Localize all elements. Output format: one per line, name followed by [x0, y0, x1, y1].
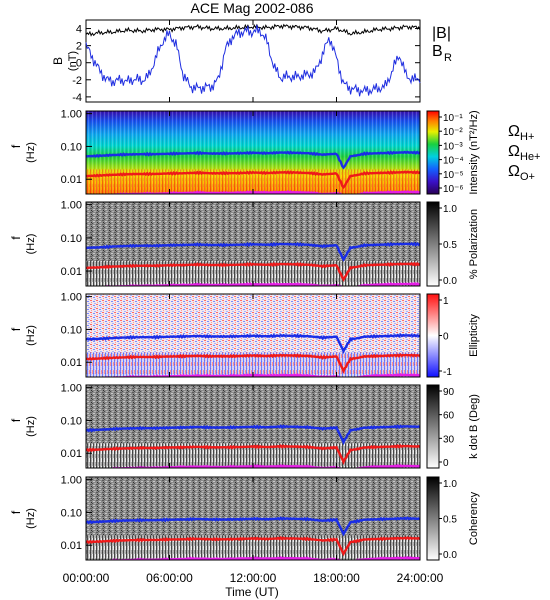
colorbar	[426, 201, 440, 287]
colorbar-tick-label: 0.0	[443, 276, 457, 287]
colorbar-tick-label: 1	[443, 296, 449, 307]
x-tick-label: 24:00:00	[397, 571, 444, 585]
panel-ellipticity: 1.00 0.10 0.01 f (Hz) 1 0 -1 Ellipticity	[9, 292, 480, 378]
y-tick-label: 1.00	[61, 200, 82, 212]
legend-gyro-1: Ω	[508, 143, 520, 160]
legend-gyro-subscript-0: H+	[520, 131, 534, 143]
colorbar-tick-label: 1.0	[443, 479, 457, 490]
colorbar-tick-label: 0.5	[443, 515, 457, 526]
x-tick-label: 00:00:00	[63, 571, 110, 585]
gyro-h-line	[86, 150, 420, 170]
y-tick-label: -4	[72, 92, 82, 104]
legend-gyro-0: Ω	[508, 123, 520, 140]
x-tick-label: 18:00:00	[313, 571, 360, 585]
colorbar-tick-label: 60	[443, 411, 455, 422]
y-tick-label: 0.01	[61, 448, 82, 460]
colorbar-tick-label: -1	[443, 367, 452, 378]
gyro-he-line	[86, 170, 420, 190]
y-axis-title: f	[9, 510, 23, 514]
y-axis-title: f	[9, 418, 23, 422]
colorbar-tick-label: 10⁻⁵	[443, 170, 464, 181]
colorbar	[426, 293, 440, 378]
colorbar-tick-label: 90	[443, 387, 455, 398]
y-tick-label: 0.10	[61, 507, 82, 519]
panel-polarization: 1.00 0.10 0.01 f (Hz) 1.0 0.5 0.0 % Polarization	[9, 200, 480, 287]
panel-b-field: 420-2-4B (nT)|B|B R	[51, 19, 452, 104]
y-axis-title: f	[9, 327, 23, 331]
series-bmag-line	[85, 23, 421, 37]
y-axis-unit: (Hz)	[25, 508, 37, 529]
legend-gyro-2: Ω	[508, 163, 520, 180]
colorbar-tick-label: 0.0	[443, 550, 457, 561]
y-axis-title: f	[9, 144, 23, 148]
x-tick-label: 12:00:00	[230, 571, 277, 585]
colorbar	[426, 384, 440, 469]
colorbar	[426, 476, 440, 561]
y-tick-label: 2	[76, 41, 82, 53]
y-tick-label: 1.00	[61, 383, 82, 395]
colorbar-tick-label: 1.0	[443, 204, 457, 215]
colorbar-tick-label: 10⁻¹	[443, 113, 463, 124]
y-tick-label: 0.01	[61, 540, 82, 552]
panel-coherency: 1.00 0.10 0.01 f (Hz) 1.0 0.5 0.0 Coherency	[9, 475, 480, 561]
y-tick-label: 1.00	[61, 292, 82, 304]
gyro-he-line	[86, 261, 420, 282]
y-tick-label: 0.01	[61, 357, 82, 369]
x-axis-title: Time (UT)	[225, 585, 279, 599]
y-tick-label: 4	[76, 24, 82, 36]
y-tick-label: 0.01	[61, 266, 82, 278]
legend-gyro-subscript-2: O+	[520, 171, 535, 183]
x-axis: Time (UT) 00:00:00 06:00:00 12:00:00 18:00:…	[63, 571, 444, 599]
y-axis-unit: (Hz)	[25, 142, 37, 163]
y-tick-label: 1.00	[61, 475, 82, 487]
colorbar-tick-label: 10⁻⁴	[443, 156, 464, 167]
gyro-he-line	[86, 353, 420, 374]
colorbar	[426, 110, 440, 195]
legend-br: B	[432, 43, 443, 60]
legend-bmag: |B|	[432, 25, 451, 42]
gyro-h-line	[86, 241, 420, 262]
y-tick-label: 0.10	[61, 324, 82, 336]
y-tick-label: 0.10	[61, 415, 82, 427]
panel-intensity: 1.00 0.10 0.01 f (Hz) 10⁻¹ 10⁻² 10⁻³ 10⁻⁴ 10⁻⁵ 10⁻…	[9, 109, 541, 195]
y-axis-title: B	[51, 57, 65, 65]
legend-br-subscript: R	[444, 52, 452, 64]
y-tick-label: 0	[76, 58, 82, 70]
x-tick-label: 06:00:00	[146, 571, 193, 585]
y-axis-title: f	[9, 236, 23, 240]
panel-kdotb: 1.00 0.10 0.01 f (Hz) 90 60 30 0 k dot B (Deg)	[9, 383, 480, 469]
gyro-h-line	[86, 333, 420, 355]
colorbar-tick-label: 30	[443, 434, 455, 445]
y-tick-label: -2	[72, 75, 82, 87]
y-tick-label: 0.10	[61, 141, 82, 153]
y-axis-unit: (Hz)	[25, 234, 37, 255]
colorbar-tick-label: 0	[443, 458, 449, 469]
gyro-he-line	[86, 536, 420, 557]
y-axis-unit: (Hz)	[25, 325, 37, 346]
colorbar-tick-label: 10⁻⁶	[443, 184, 464, 195]
colorbar-title: Ellipticity	[468, 314, 480, 357]
gyro-h-line	[86, 424, 420, 446]
colorbar-tick-label: 10⁻³	[443, 141, 463, 152]
y-axis-unit: (Hz)	[25, 416, 37, 437]
legend-gyro-subscript-1: He+	[520, 151, 541, 163]
y-tick-label: 0.10	[61, 233, 82, 245]
y-tick-label: 0.01	[61, 174, 82, 186]
gyro-he-line	[86, 444, 420, 465]
colorbar-title: Intensity (nT²/Hz)	[468, 110, 480, 194]
series-br-line	[85, 24, 421, 97]
colorbar-tick-label: 0.5	[443, 240, 457, 251]
colorbar-title: Coherency	[468, 491, 480, 545]
gyro-h-line	[86, 516, 420, 537]
panels: 420-2-4B (nT)|B|B R1.000.100.01f (Hz)10⁻¹10…	[9, 19, 541, 561]
colorbar-tick-label: 0	[443, 332, 449, 343]
colorbar-title: k dot B (Deg)	[468, 394, 480, 459]
y-tick-label: 1.00	[61, 109, 82, 121]
colorbar-tick-label: 10⁻²	[443, 127, 463, 138]
colorbar-title: % Polarization	[468, 209, 480, 279]
figure-title: ACE Mag 2002-086	[191, 0, 314, 16]
y-axis-unit: (nT)	[67, 51, 79, 71]
